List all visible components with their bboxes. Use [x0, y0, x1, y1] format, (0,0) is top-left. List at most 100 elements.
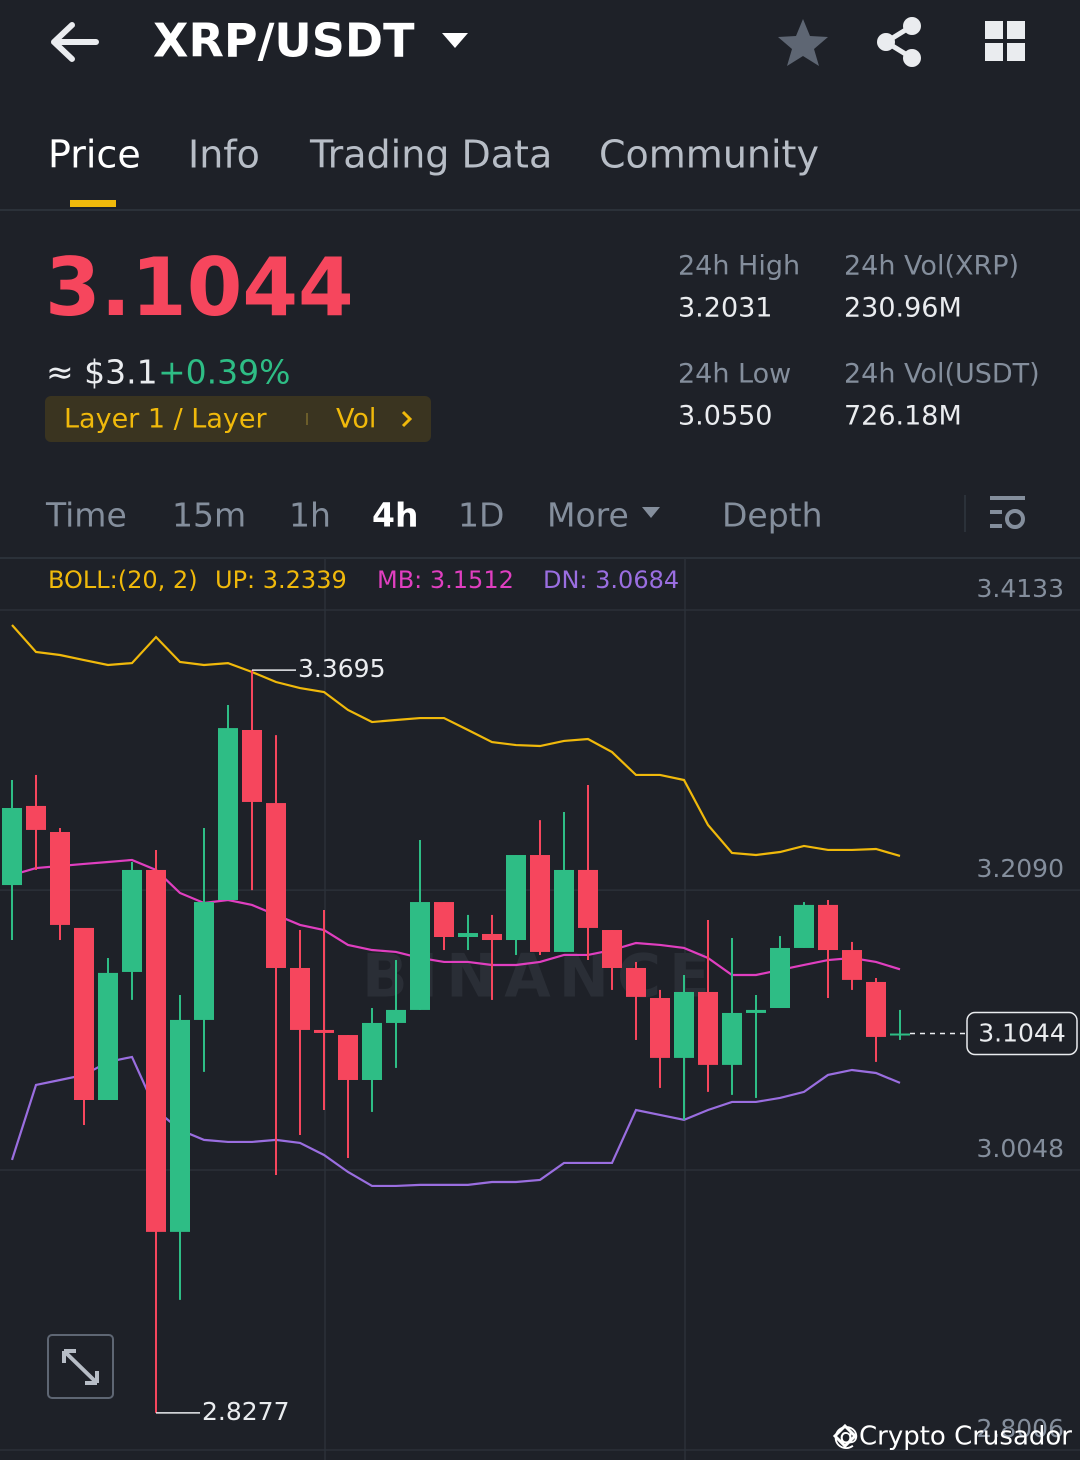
- back-button[interactable]: [51, 22, 99, 62]
- price-change: +0.39%: [158, 353, 290, 392]
- candle-body: [122, 869, 142, 972]
- low-label: 2.8277: [202, 1397, 289, 1426]
- candle-body: [770, 947, 790, 1009]
- candle-body: [530, 855, 550, 952]
- candle-body: [722, 1012, 742, 1065]
- grid-icon[interactable]: [985, 21, 1025, 61]
- candle-body: [866, 981, 886, 1037]
- settings-gear: [1005, 509, 1025, 529]
- candle-body: [746, 1009, 766, 1013]
- candle-body: [506, 855, 526, 941]
- stat-label: 24h Vol(USDT): [844, 359, 1040, 390]
- tab[interactable]: Price: [48, 133, 141, 177]
- candle-body: [194, 902, 214, 1020]
- grid-cell: [985, 43, 1003, 61]
- candle-body: [458, 933, 478, 938]
- back-icon: [51, 22, 99, 62]
- candle-body: [842, 950, 862, 980]
- candle-body: [626, 967, 646, 997]
- candle-body: [146, 869, 166, 1232]
- candle-body: [362, 1022, 382, 1080]
- boll-line: [11, 624, 901, 858]
- tag-action: Vol: [336, 404, 376, 435]
- interval-tab[interactable]: 15m: [172, 496, 246, 535]
- grid-cell: [1007, 21, 1025, 39]
- watermark-logo: [832, 1423, 858, 1449]
- watermark: @Crypto Crusador: [833, 1422, 1072, 1452]
- last-price: 3.1044: [45, 241, 354, 334]
- pair-dropdown[interactable]: [442, 33, 468, 48]
- share-link: [881, 23, 914, 61]
- tab[interactable]: Trading Data: [309, 133, 552, 177]
- y-tick-label: 3.4133: [977, 574, 1064, 603]
- candle-body: [74, 927, 94, 1101]
- share-icon[interactable]: [877, 17, 921, 67]
- candle-body: [650, 998, 670, 1058]
- interval-tab[interactable]: 1h: [289, 496, 331, 535]
- interval-tab[interactable]: 1D: [458, 496, 504, 535]
- fullscreen-frame: [47, 1334, 114, 1399]
- candle-body: [242, 729, 262, 802]
- y-tick-label: 3.0048: [977, 1134, 1064, 1163]
- y-tick-label: 2.8006: [977, 1414, 1064, 1443]
- candle-body: [554, 869, 574, 952]
- tab[interactable]: Community: [599, 133, 819, 177]
- y-tick-label: 3.2090: [977, 854, 1064, 883]
- candle-body: [218, 728, 238, 900]
- candle-body: [674, 991, 694, 1058]
- interval-bar: Time 15m 1h 4h 1D More Depth: [45, 496, 823, 535]
- more-dropdown[interactable]: [642, 507, 660, 518]
- tag-arrow: [401, 410, 413, 428]
- candle-body: [170, 1019, 190, 1232]
- chart-settings-icon[interactable]: [990, 496, 1025, 529]
- legend-entry: MB: 3.1512: [377, 566, 514, 594]
- high-label: 3.3695: [298, 654, 385, 683]
- interval-tab[interactable]: Time: [45, 496, 127, 535]
- candle-body: [578, 869, 598, 928]
- fullscreen-icon: [62, 1349, 99, 1385]
- candle-body: [50, 831, 70, 925]
- stat-label: 24h Vol(XRP): [844, 251, 1019, 282]
- candle-body: [818, 904, 838, 951]
- stat-value: 3.0550: [678, 401, 772, 432]
- tab-indicator: [70, 200, 116, 207]
- legend-entry: UP: 3.2339: [215, 566, 347, 594]
- candle-body: [434, 902, 454, 938]
- grid-cell: [985, 21, 1003, 39]
- grid-cell: [1007, 43, 1025, 61]
- interval-tab[interactable]: Depth: [722, 496, 823, 535]
- interval-tab[interactable]: More: [547, 496, 629, 535]
- candle-body: [890, 1033, 910, 1036]
- stat-label: 24h Low: [678, 359, 791, 390]
- stat-value: 726.18M: [844, 401, 962, 432]
- tag-text: Layer 1 / Layer: [64, 404, 267, 435]
- candle-body: [314, 1029, 334, 1033]
- last-price-box: [966, 1011, 1078, 1056]
- pair-title[interactable]: XRP/USDT: [153, 14, 415, 68]
- candle-body: [410, 902, 430, 1010]
- candle-body: [698, 991, 718, 1065]
- indicator-label: BOLL:(20, 2): [48, 566, 198, 594]
- settings-lines: [990, 496, 1025, 528]
- candle-body: [266, 803, 286, 968]
- fullscreen-button[interactable]: [47, 1334, 114, 1399]
- interval-tab[interactable]: 4h: [372, 496, 418, 535]
- candle-body: [290, 967, 310, 1030]
- candle-body: [386, 1009, 406, 1023]
- candle-body: [482, 933, 502, 941]
- candle-body: [602, 930, 622, 968]
- tab[interactable]: Info: [188, 133, 260, 177]
- candle-body: [2, 807, 22, 886]
- favorite-icon[interactable]: [778, 19, 828, 66]
- legend-entry: DN: 3.0684: [543, 566, 679, 594]
- candle-body: [794, 904, 814, 948]
- chart: BINANCE3.41333.20903.00482.8006BOLL:(20,…: [0, 558, 1080, 1460]
- stat-value: 3.2031: [678, 293, 772, 324]
- candle-body: [26, 805, 46, 830]
- candle-body: [98, 972, 118, 1101]
- candle-body: [338, 1035, 358, 1080]
- tag-chip[interactable]: Layer 1 / Layer Vol: [45, 396, 431, 442]
